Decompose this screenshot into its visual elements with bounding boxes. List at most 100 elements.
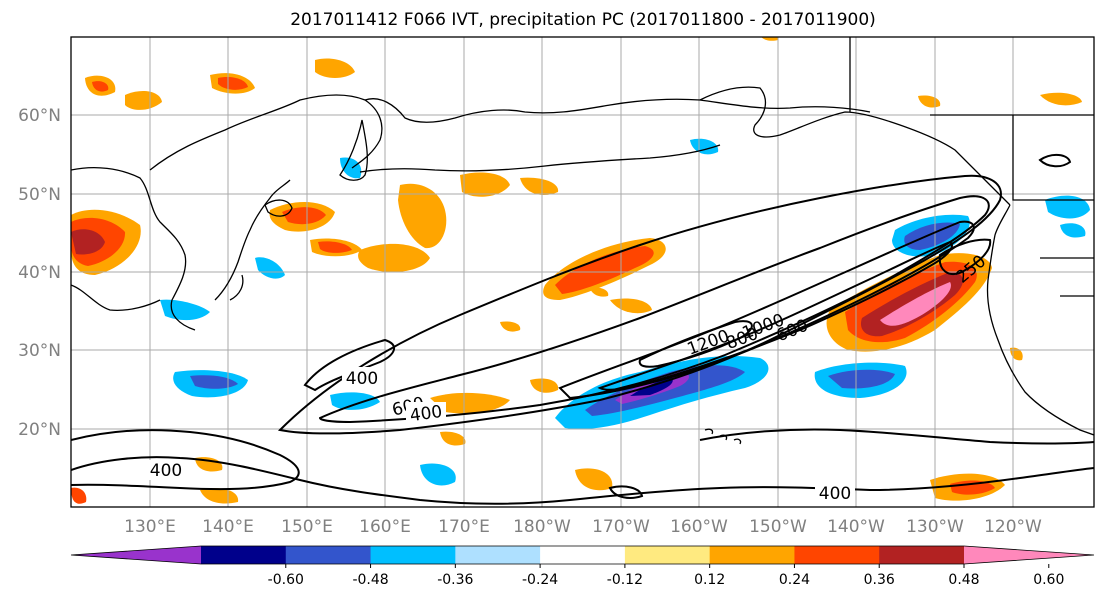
negative-anomaly-region [420,463,456,486]
colorbar-segment [285,546,372,564]
colorbar-tick-label: -0.48 [352,572,388,588]
ivt-contour-labels: 400 600 400 400 400 1200 800 1000 600 25… [146,251,990,504]
lon-tick-label: 170°W [592,517,650,537]
precip-pc-fill [71,37,1090,504]
coastlines [71,37,1094,445]
lon-tick-label: 150°W [749,517,807,537]
ivt-contour-400-south-2 [71,429,300,491]
longitude-tick-labels: 130°E 140°E 150°E 160°E 170°E 180°W 170°… [124,517,1042,537]
ivt-contour-400-west [303,338,395,392]
coastline-siberia [149,94,871,171]
ivt-contour-1200 [638,320,753,368]
lat-tick-label: 60°N [18,106,61,126]
colorbar-segment [879,546,965,564]
lon-tick-label: 140°E [202,517,254,537]
coastline-japan [214,179,291,301]
positive-anomaly-region [880,282,951,326]
negative-anomaly-region [330,392,380,410]
positive-anomaly-region [761,37,779,41]
negative-anomaly-region [1060,223,1086,238]
lon-tick-label: 120°W [984,517,1042,537]
lat-tick-label: 20°N [18,420,61,440]
colorbar-segment [370,546,456,564]
colorbar: -0.60 -0.48 -0.36 -0.24 -0.12 0.12 0.24 0.36 0.4… [70,545,1095,588]
positive-anomaly-region [318,241,352,253]
colorbar-tick-label: -0.36 [437,572,473,588]
negative-anomaly-region [160,299,210,321]
colorbar-segment [540,546,626,564]
ivt-contour-small [1038,154,1072,168]
colorbar-tick-label: -0.12 [607,572,643,588]
colorbar-segment [624,546,711,564]
positive-anomaly-region [950,480,995,495]
ivt-contour-250 [938,238,992,275]
colorbar-tick-label: 0.12 [694,572,725,588]
positive-anomaly-region [520,177,559,196]
ivt-contour-small [608,485,644,499]
map-frame [70,36,1095,508]
negative-anomaly-region [190,375,238,389]
colorbar-segment [709,546,795,564]
lon-tick-label: 160°W [670,517,728,537]
colorbar-tick-label: -0.24 [522,572,558,588]
positive-anomaly-region [125,90,162,110]
contour-label: 400 [409,402,444,426]
positive-anomaly-region [575,468,613,491]
colorbar-tick-label: 0.60 [1033,572,1064,588]
positive-anomaly-region [1040,92,1082,106]
ivt-contour-400-east [699,428,1094,445]
contour-label: 400 [346,369,378,389]
lat-tick-label: 50°N [18,185,61,205]
lon-tick-label: 180°W [513,517,571,537]
positive-anomaly-region [555,246,654,294]
positive-anomaly-region [530,378,559,393]
positive-anomaly-region [71,229,105,255]
colorbar-extend-max [964,546,1094,564]
lon-tick-label: 140°W [827,517,885,537]
positive-anomaly-region [440,431,466,446]
positive-anomaly-region [460,172,510,197]
negative-anomaly-region [690,138,719,155]
colorbar-segment [201,546,287,564]
ivt-contour-400-south [71,456,1094,505]
positive-anomaly-region [92,81,109,92]
lon-tick-label: 130°E [124,517,176,537]
positive-anomaly-region [71,487,87,504]
lon-tick-label: 150°E [281,517,333,537]
positive-anomaly-region [282,207,326,225]
lon-tick-label: 130°W [906,517,964,537]
coastline-asia [71,166,196,331]
lat-tick-label: 40°N [18,263,61,283]
coastline-aleutians [359,144,721,173]
lat-tick-label: 30°N [18,341,61,361]
contour-label: 400 [150,461,182,481]
lon-tick-label: 160°E [359,517,411,537]
negative-anomaly-region [340,157,362,179]
colorbar-extend-min [71,546,201,564]
colorbar-segment [794,546,880,564]
positive-anomaly-region [430,392,510,414]
colorbar-tick-label: 0.24 [779,572,810,588]
colorbar-tick-label: 0.48 [948,572,979,588]
latitude-tick-labels: 60°N 50°N 40°N 30°N 20°N [18,106,61,440]
colorbar-outline [70,545,1095,565]
positive-anomaly-region [358,243,430,273]
ivt-contour-400-outer [277,174,1002,435]
negative-anomaly-region [1045,195,1090,219]
negative-anomaly-region [904,222,960,250]
positive-anomaly-region [590,287,609,297]
positive-anomaly-region [500,321,521,332]
negative-anomaly-region [255,257,285,279]
positive-anomaly-region [200,488,239,504]
lon-tick-label: 170°E [438,517,490,537]
contour-label: 400 [819,484,851,504]
coastline-hokkaido [264,199,293,217]
colorbar-tick-label: 0.36 [864,572,895,588]
colorbar-segment [455,546,541,564]
colorbar-tick-label: -0.60 [268,572,304,588]
negative-anomaly-region [828,369,895,389]
coastline-kamchatka [339,119,368,181]
positive-anomaly-region [398,183,447,249]
map-content: 400 600 400 400 400 1200 800 1000 600 25… [71,37,1094,507]
